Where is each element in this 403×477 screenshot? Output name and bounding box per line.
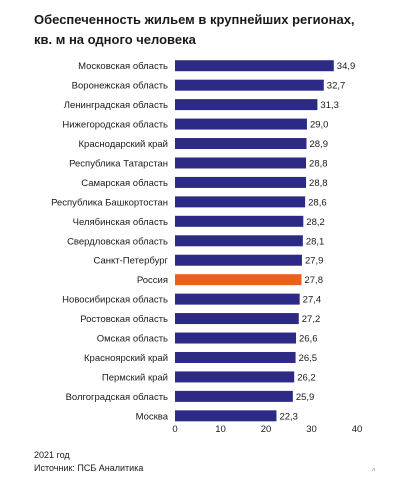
chart-title: Обеспеченность жильем в крупнейших регио… <box>34 10 374 50</box>
value-label: 28,9 <box>309 139 328 150</box>
bar <box>175 60 334 72</box>
x-tick-label: 30 <box>306 424 317 435</box>
value-label: 32,7 <box>327 81 346 92</box>
bar <box>175 235 303 247</box>
category-label: Воронежская область <box>72 81 168 92</box>
value-label: 25,9 <box>296 392 315 403</box>
value-label: 29,0 <box>310 120 329 131</box>
bar <box>175 215 304 227</box>
category-label: Москва <box>136 411 169 422</box>
chart-title-line-2: кв. м на одного человека <box>34 32 196 47</box>
value-label: 31,3 <box>320 100 339 111</box>
category-label: Волгоградская область <box>66 392 168 403</box>
bar <box>175 332 297 344</box>
bar <box>175 351 296 363</box>
category-label: Пермский край <box>102 372 168 383</box>
category-label: Россия <box>137 275 168 286</box>
category-label: Краснодарский край <box>79 139 168 150</box>
bar-highlight <box>175 274 302 286</box>
value-label: 26,5 <box>299 353 318 364</box>
x-tick-label: 10 <box>215 424 226 435</box>
category-label: Санкт-Петербург <box>93 256 168 267</box>
value-label: 26,6 <box>299 334 318 345</box>
bar <box>175 196 306 208</box>
bar <box>175 118 307 130</box>
bar <box>175 390 293 402</box>
bar <box>175 99 318 111</box>
bar <box>175 176 307 188</box>
value-label: 27,8 <box>304 275 323 286</box>
bar <box>175 313 299 325</box>
bar <box>175 293 300 305</box>
x-tick-label: 40 <box>352 424 363 435</box>
category-label: Красноярский край <box>84 353 168 364</box>
category-label: Свердловская область <box>67 236 168 247</box>
category-label: Московская область <box>78 61 168 72</box>
x-tick-label: 20 <box>261 424 272 435</box>
category-label: Новосибирская область <box>62 295 168 306</box>
category-label: Республика Татарстан <box>69 158 168 169</box>
value-label: 28,8 <box>309 178 328 189</box>
category-label: Ростовская область <box>80 314 168 325</box>
value-label: 28,8 <box>309 158 328 169</box>
bar <box>175 157 307 169</box>
value-label: 27,4 <box>303 295 322 306</box>
value-label: 28,1 <box>306 236 325 247</box>
bar <box>175 410 277 422</box>
category-label: Челябинская область <box>73 217 168 228</box>
chart-title-line-1: Обеспеченность жильем в крупнейших регио… <box>34 12 355 27</box>
bar <box>175 138 307 150</box>
value-label: 27,2 <box>302 314 321 325</box>
bar <box>175 254 302 266</box>
bar <box>175 371 295 383</box>
value-label: 28,2 <box>306 217 325 228</box>
x-tick-label: 0 <box>172 424 177 435</box>
bar <box>175 79 324 91</box>
category-label: Ленинградская область <box>64 100 168 111</box>
value-label: 34,9 <box>337 61 356 72</box>
corner-mark: л <box>372 467 375 473</box>
value-label: 27,9 <box>305 256 324 267</box>
value-label: 26,2 <box>297 372 316 383</box>
value-label: 28,6 <box>308 197 327 208</box>
value-label: 22,3 <box>279 411 298 422</box>
category-label: Самарская область <box>81 178 168 189</box>
category-label: Республика Башкортостан <box>51 197 168 208</box>
category-label: Нижегородская область <box>62 120 168 131</box>
category-label: Омская область <box>97 334 168 345</box>
footer-year: 2021 год <box>34 450 70 460</box>
footer-source: Источник: ПСБ Аналитика <box>34 463 144 473</box>
